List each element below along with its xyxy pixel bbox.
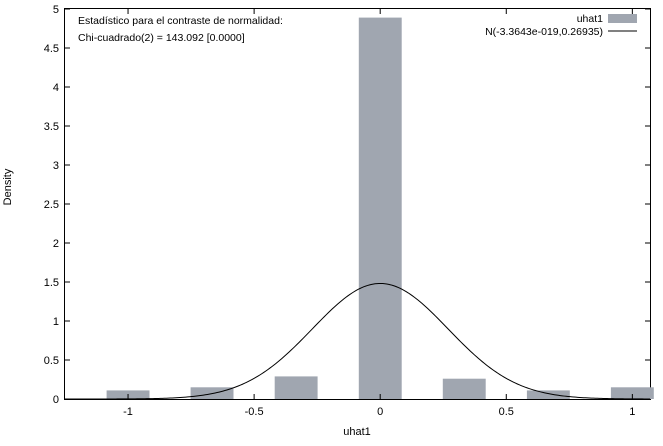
x-tick-label: -0.5 <box>245 406 264 418</box>
y-tick-label: 3 <box>53 160 59 172</box>
x-tick-label: 0.5 <box>499 406 514 418</box>
legend-label-normal: N(-3.3643e-019,0.26935) <box>485 26 603 38</box>
x-tick-label: 0 <box>377 406 383 418</box>
x-axis-title: uhat1 <box>343 426 371 438</box>
annotation-line-1: Estadístico para el contraste de normali… <box>78 15 283 27</box>
y-tick-label: 2 <box>53 238 59 250</box>
x-tick-label: -1 <box>123 406 133 418</box>
histogram-bar <box>610 387 654 399</box>
histogram-bar <box>274 376 318 399</box>
y-axis-title: Density <box>2 168 14 205</box>
histogram-bar <box>358 17 402 399</box>
y-tick-label: 0.5 <box>44 355 59 367</box>
legend-label-histogram: uhat1 <box>577 13 603 25</box>
y-tick-label: 4.5 <box>44 43 59 55</box>
ticks-layer: 0 0.5 1 1.5 2 2.5 3 3.5 4 4.5 5 -1 -0.5 0 0.5 1 <box>44 4 650 418</box>
legend: uhat1 N(-3.3643e-019,0.26935) <box>485 13 637 38</box>
x-tick-label: 1 <box>629 406 635 418</box>
y-tick-label: 5 <box>53 4 59 16</box>
normal-density-curve <box>65 282 651 400</box>
y-tick-label: 2.5 <box>44 199 59 211</box>
plot-frame <box>64 8 651 400</box>
bars-layer <box>106 17 654 399</box>
y-tick-label: 4 <box>53 82 59 94</box>
y-tick-label: 0 <box>53 394 59 406</box>
histogram-bar <box>442 378 486 399</box>
normal-curve-layer <box>65 282 651 400</box>
y-tick-label: 1.5 <box>44 277 59 289</box>
annotation-line-2: Chi-cuadrado(2) = 143.092 [0.0000] <box>78 32 245 44</box>
y-tick-label: 3.5 <box>44 121 59 133</box>
legend-swatch-histogram <box>608 14 637 23</box>
histogram-bar <box>526 390 570 399</box>
y-tick-label: 1 <box>53 316 59 328</box>
